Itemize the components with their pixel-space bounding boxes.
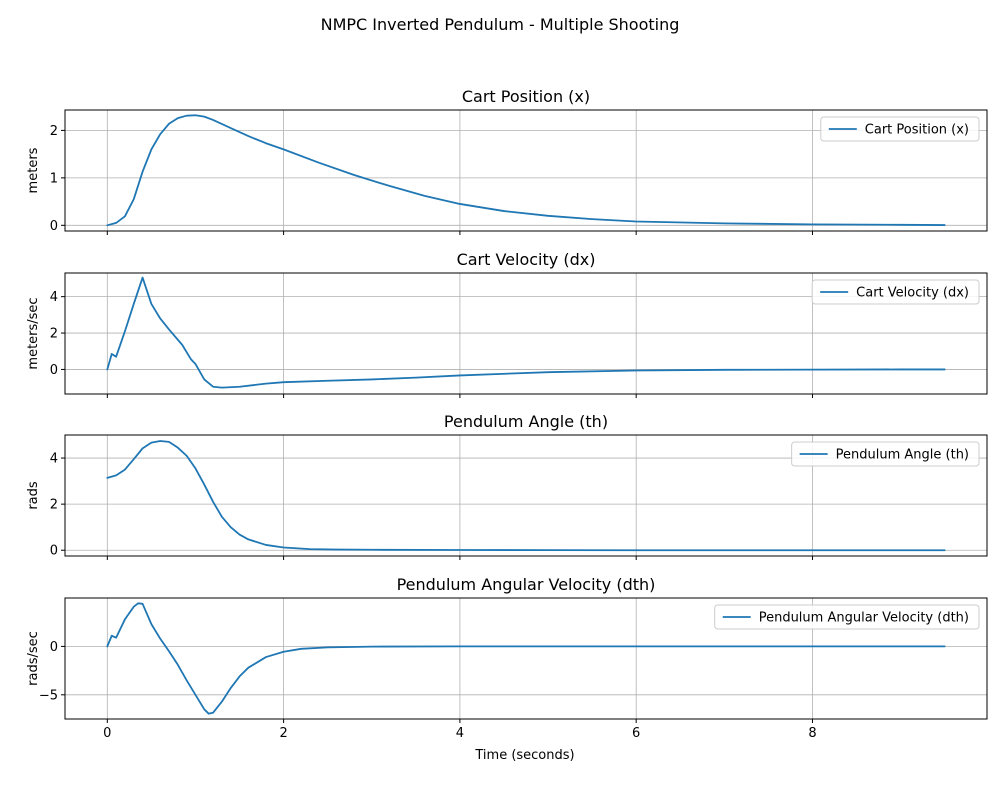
axes-frame-pendulum-angle-th [64,434,988,557]
x-tick-label-pendulum-angular-velocity-dth-0: 0 [103,726,111,741]
subplot-title-cart-velocity-dx: Cart Velocity (dx) [457,250,596,269]
y-tick-label-pendulum-angle-th-2: 4 [50,452,58,467]
y-axis-label-pendulum-angle-th: rads [26,481,41,510]
series-line-pendulum-angular-velocity-dth-0 [106,602,946,715]
legend-pendulum-angle-th: Pendulum Angle (th) [791,441,980,467]
y-tick-label-pendulum-angular-velocity-dth-0: −5 [39,688,58,703]
legend-pendulum-angular-velocity-dth: Pendulum Angular Velocity (dth) [714,604,980,630]
legend-cart-position-x: Cart Position (x) [820,116,980,142]
subplot-title-pendulum-angle-th: Pendulum Angle (th) [444,412,608,431]
legend-label-pendulum-angle-th: Pendulum Angle (th) [836,448,969,463]
y-tick-label-pendulum-angle-th-1: 2 [50,498,58,513]
y-tick-label-cart-position-x-0: 0 [50,219,58,234]
x-tick-label-pendulum-angular-velocity-dth-3: 6 [632,726,640,741]
legend-box-cart-velocity-dx [811,279,980,305]
subplot-cart-position-x: Cart Position (x) 0 1 2 meters Cart Position … [26,87,988,235]
series-line-pendulum-angle-th-0 [106,440,946,552]
y-axis-label-pendulum-angular-velocity-dth: rads/sec [26,631,41,686]
y-tick-label-cart-velocity-dx-0: 0 [50,363,58,378]
legend-box-cart-position-x [820,116,980,142]
figure-suptitle: NMPC Inverted Pendulum - Multiple Shooti… [321,15,680,34]
y-tick-label-cart-velocity-dx-2: 4 [50,290,58,305]
subplot-pendulum-angle-th: Pendulum Angle (th) 0 2 4 rads Pendulum Angle… [26,412,988,560]
axes-frame-pendulum-angular-velocity-dth [64,597,988,720]
x-tick-label-pendulum-angular-velocity-dth-2: 4 [456,726,464,741]
legend-label-cart-velocity-dx: Cart Velocity (dx) [856,286,969,301]
subplot-cart-velocity-dx: Cart Velocity (dx) 0 2 4 meters/sec Cart Velo… [26,250,988,398]
x-axis-label: Time (seconds) [474,748,574,763]
subplot-title-cart-position-x: Cart Position (x) [462,87,590,106]
subplot-title-pendulum-angular-velocity-dth: Pendulum Angular Velocity (dth) [397,575,656,594]
y-axis-label-cart-velocity-dx: meters/sec [26,297,41,369]
legend-box-pendulum-angle-th [791,441,980,467]
x-tick-label-pendulum-angular-velocity-dth-1: 2 [279,726,287,741]
y-tick-label-pendulum-angular-velocity-dth-1: 0 [50,640,58,655]
axes-frame-cart-position-x [64,109,988,232]
series-line-cart-velocity-dx-0 [106,276,946,389]
legend-cart-velocity-dx: Cart Velocity (dx) [811,279,980,305]
y-tick-label-cart-position-x-1: 1 [50,171,58,186]
legend-box-pendulum-angular-velocity-dth [714,604,980,630]
y-tick-label-cart-velocity-dx-1: 2 [50,327,58,342]
legend-label-cart-position-x: Cart Position (x) [865,123,969,138]
x-tick-label-pendulum-angular-velocity-dth-4: 8 [808,726,816,741]
y-tick-label-cart-position-x-2: 2 [50,124,58,139]
y-tick-label-pendulum-angle-th-0: 0 [50,544,58,559]
subplot-pendulum-angular-velocity-dth: Pendulum Angular Velocity (dth)0 2 4 6 8−50r… [26,575,988,741]
legend-label-pendulum-angular-velocity-dth: Pendulum Angular Velocity (dth) [759,611,969,626]
axes-layer: Cart Position (x) 0 1 2 meters Cart Position … [26,87,988,741]
y-axis-label-cart-position-x: meters [26,147,41,193]
series-line-cart-position-x-0 [106,114,946,227]
